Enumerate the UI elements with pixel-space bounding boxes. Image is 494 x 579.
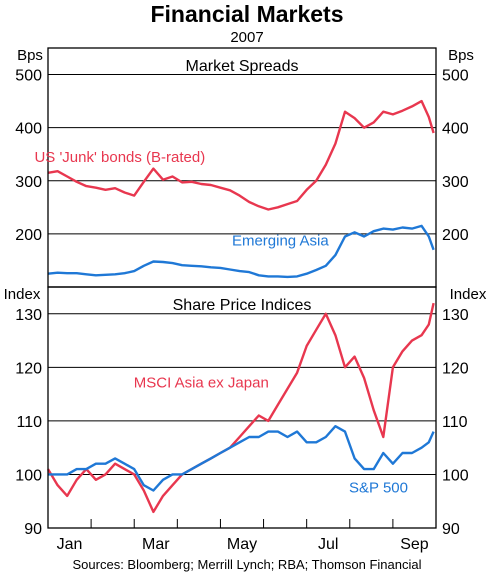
y-tick-label-right-500: 500 bbox=[442, 68, 469, 85]
y-tick-label-right-130: 130 bbox=[442, 307, 469, 324]
y-tick-label-left-100: 100 bbox=[15, 467, 42, 484]
top-right-unit-label: Bps bbox=[448, 47, 474, 64]
x-tick-label-jul: Jul bbox=[318, 536, 338, 553]
figure-title: Financial Markets bbox=[150, 1, 343, 27]
panel-frame-1 bbox=[47, 286, 437, 529]
bottom-left-unit-label: Index bbox=[4, 286, 41, 303]
y-tick-label-left-120: 120 bbox=[15, 360, 42, 377]
bottom-right-unit-label: Index bbox=[450, 286, 487, 303]
y-tick-label-left-130: 130 bbox=[15, 307, 42, 324]
series-label-0-1: Emerging Asia bbox=[232, 232, 329, 249]
x-tick-label-may: May bbox=[227, 536, 257, 553]
series-line-0-1 bbox=[47, 224, 435, 279]
y-tick-label-left-200: 200 bbox=[15, 227, 42, 244]
y-tick-label-right-120: 120 bbox=[442, 360, 469, 377]
bottom-panel-title: Share Price Indices bbox=[173, 297, 312, 314]
series-line-1-1 bbox=[48, 425, 435, 492]
y-tick-label-left-300: 300 bbox=[15, 174, 42, 191]
x-tick-label-jan: Jan bbox=[57, 536, 83, 553]
series-layer bbox=[46, 99, 435, 514]
top-left-unit-label: Bps bbox=[17, 47, 43, 64]
series-label-1-1: S&P 500 bbox=[349, 479, 408, 496]
panel-frame-0 bbox=[47, 47, 437, 288]
grid-layer bbox=[48, 74, 436, 475]
x-tick-label-mar: Mar bbox=[142, 536, 170, 553]
y-tick-label-left-110: 110 bbox=[16, 414, 42, 431]
figure-subtitle: 2007 bbox=[230, 29, 263, 46]
series-line-1-0 bbox=[46, 302, 435, 514]
y-tick-label-left-400: 400 bbox=[15, 121, 42, 138]
frame-layer bbox=[47, 47, 437, 529]
y-tick-label-left-90: 90 bbox=[24, 521, 42, 538]
y-tick-label-right-110: 110 bbox=[442, 414, 468, 431]
series-line-0-0 bbox=[47, 99, 435, 211]
y-tick-label-right-200: 200 bbox=[442, 227, 469, 244]
y-tick-label-left-500: 500 bbox=[15, 68, 42, 85]
x-tick-label-sep: Sep bbox=[400, 536, 429, 553]
y-tick-label-right-400: 400 bbox=[442, 121, 469, 138]
y-tick-label-right-300: 300 bbox=[442, 174, 469, 191]
y-tick-label-right-100: 100 bbox=[442, 467, 469, 484]
y-tick-label-right-90: 90 bbox=[442, 521, 460, 538]
series-label-0-0: US 'Junk' bonds (B-rated) bbox=[34, 149, 205, 166]
source-note: Sources: Bloomberg; Merrill Lynch; RBA; … bbox=[73, 557, 422, 572]
series-label-1-0: MSCI Asia ex Japan bbox=[134, 374, 269, 391]
label-layer: 200 200 300 300 400 400 500 500 US 'Junk' bonds … bbox=[15, 68, 469, 553]
top-panel-title: Market Spreads bbox=[186, 58, 299, 75]
